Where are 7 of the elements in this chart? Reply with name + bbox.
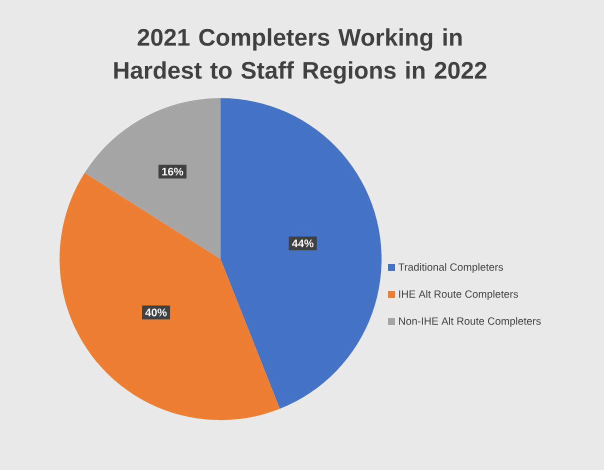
data-label: 40% [145, 308, 167, 316]
legend-label: Traditional Completers [398, 263, 504, 273]
chart-title: 2021 Completers Working in Hardest to Staff Regions in 2022 [114, 28, 486, 84]
legend-label: IHE Alt Route Completers [399, 290, 518, 300]
legend-label: Non-IHE Alt Route Completers [399, 317, 541, 327]
data-label: 44% [292, 240, 314, 248]
data-label: 16% [162, 168, 184, 176]
